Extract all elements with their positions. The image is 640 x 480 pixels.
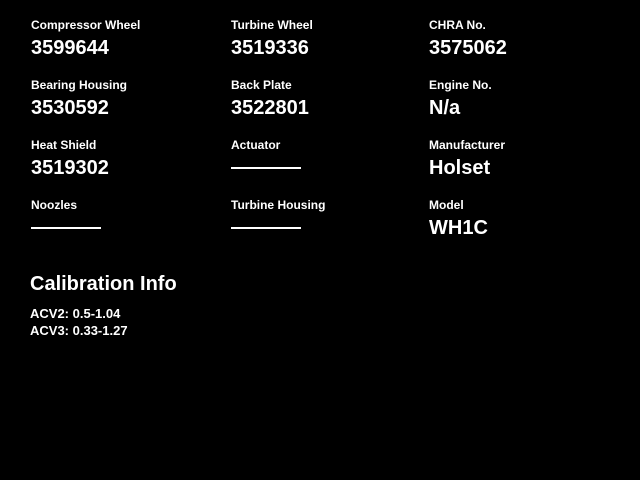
field-label: Manufacturer <box>429 138 506 152</box>
empty-value-line <box>231 167 301 169</box>
calibration-info-section: Calibration Info ACV2: 0.5-1.04 ACV3: 0.… <box>30 272 177 339</box>
field-label: Model <box>429 198 464 212</box>
field-label: CHRA No. <box>429 18 486 32</box>
field-manufacturer: Manufacturer Holset <box>429 138 611 198</box>
empty-value-line <box>231 227 301 229</box>
calibration-info-title: Calibration Info <box>30 273 177 295</box>
field-value: 3519302 <box>31 157 109 179</box>
field-value: 3575062 <box>429 37 507 59</box>
calibration-line-acv2: ACV2: 0.5-1.04 <box>30 306 121 321</box>
field-value: 3519336 <box>231 37 309 59</box>
field-chra-no: CHRA No. 3575062 <box>429 18 611 78</box>
field-label: Heat Shield <box>31 138 97 152</box>
field-bearing-housing: Bearing Housing 3530592 <box>31 78 231 138</box>
field-value: N/a <box>429 97 461 119</box>
field-label: Engine No. <box>429 78 492 92</box>
field-label: Noozles <box>31 198 78 212</box>
field-turbine-wheel: Turbine Wheel 3519336 <box>231 18 429 78</box>
field-value: 3599644 <box>31 37 109 59</box>
field-heat-shield: Heat Shield 3519302 <box>31 138 231 198</box>
field-label: Compressor Wheel <box>31 18 141 32</box>
field-label: Actuator <box>231 138 281 152</box>
field-back-plate: Back Plate 3522801 <box>231 78 429 138</box>
field-value: Holset <box>429 157 491 179</box>
field-label: Back Plate <box>231 78 292 92</box>
empty-value-line <box>31 227 101 229</box>
field-turbine-housing: Turbine Housing <box>231 198 429 258</box>
calibration-line-acv3: ACV3: 0.33-1.27 <box>30 323 128 338</box>
field-engine-no: Engine No. N/a <box>429 78 611 138</box>
field-label: Turbine Housing <box>231 198 326 212</box>
field-model: Model WH1C <box>429 198 611 258</box>
field-value: WH1C <box>429 217 488 239</box>
field-value: 3530592 <box>31 97 109 119</box>
field-label: Bearing Housing <box>31 78 128 92</box>
field-noozles: Noozles <box>31 198 231 258</box>
field-value: 3522801 <box>231 97 309 119</box>
calibration-lines: ACV2: 0.5-1.04 ACV3: 0.33-1.27 <box>30 305 177 339</box>
field-actuator: Actuator <box>231 138 429 198</box>
part-fields-grid: Compressor Wheel 3599644 Turbine Wheel 3… <box>31 18 611 258</box>
field-compressor-wheel: Compressor Wheel 3599644 <box>31 18 231 78</box>
field-label: Turbine Wheel <box>231 18 313 32</box>
